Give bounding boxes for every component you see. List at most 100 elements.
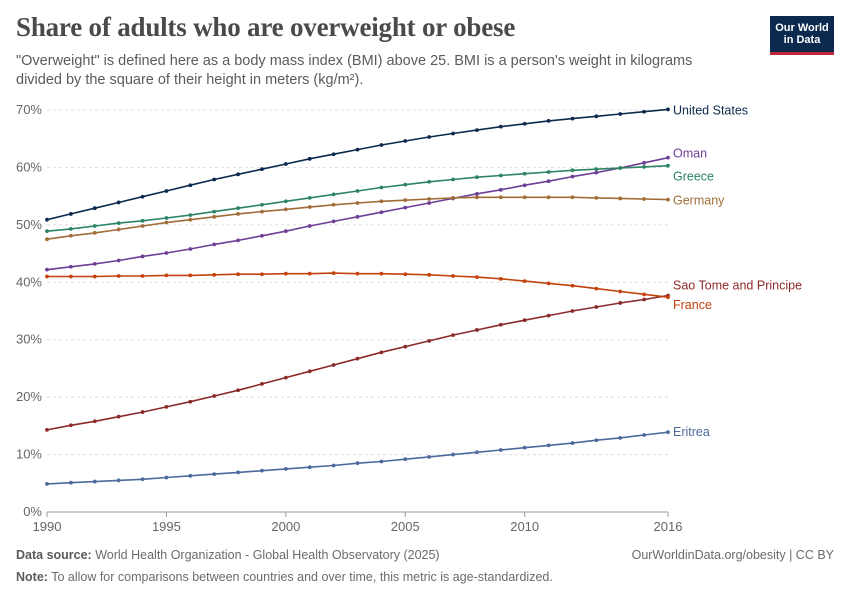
data-point: [379, 143, 384, 147]
data-point: [260, 202, 264, 207]
data-point: [331, 271, 336, 275]
data-point: [116, 227, 121, 232]
series-sao-tome-and-principe: Sao Tome and Principe: [45, 278, 802, 432]
data-point: [522, 279, 527, 284]
series-line: [46, 431, 669, 485]
data-point: [546, 443, 551, 448]
data-point: [594, 286, 599, 291]
data-point: [260, 233, 264, 238]
data-point: [236, 272, 240, 277]
data-point: [92, 262, 97, 266]
data-point: [522, 183, 527, 188]
data-point: [666, 163, 670, 168]
data-point: [45, 274, 49, 279]
data-point: [427, 272, 432, 277]
data-point: [307, 195, 312, 200]
data-point: [260, 209, 264, 214]
data-point: [68, 274, 73, 279]
data-point: [594, 195, 599, 200]
data-point: [68, 264, 73, 269]
data-point: [570, 168, 575, 173]
data-point: [331, 363, 336, 367]
data-point: [427, 338, 432, 343]
data-point: [666, 155, 670, 160]
data-point: [498, 448, 503, 452]
data-point: [236, 388, 240, 393]
data-point: [475, 195, 479, 200]
data-point: [116, 258, 121, 263]
data-point: [403, 272, 408, 277]
series-label: Germany: [673, 194, 725, 208]
logo-line-2: in Data: [783, 34, 821, 46]
data-point: [498, 195, 503, 200]
data-point: [164, 251, 169, 255]
license-link[interactable]: OurWorldinData.org/obesity | CC BY: [631, 548, 834, 562]
data-point: [164, 189, 169, 193]
data-point: [164, 220, 169, 225]
x-tick-label: 2005: [391, 519, 420, 534]
x-tick-label: 2010: [510, 519, 539, 534]
data-point: [618, 436, 623, 440]
data-point: [546, 195, 551, 200]
series-greece: Greece: [45, 163, 714, 234]
data-point: [236, 206, 240, 211]
data-point: [522, 171, 527, 176]
x-tick-label: 2000: [271, 519, 300, 534]
data-point: [355, 214, 360, 219]
data-point: [379, 199, 384, 204]
data-point: [475, 275, 479, 280]
data-point: [498, 124, 503, 129]
data-point: [188, 217, 193, 222]
data-point: [116, 414, 121, 419]
data-point: [331, 192, 336, 197]
data-point: [427, 179, 432, 184]
y-tick-label: 40%: [16, 274, 42, 289]
data-point: [594, 170, 599, 175]
data-point: [212, 242, 217, 247]
data-point: [451, 131, 455, 136]
data-point: [331, 463, 336, 468]
data-point: [427, 201, 432, 205]
series-oman: Oman: [45, 147, 707, 272]
data-point: [260, 272, 264, 277]
data-point: [45, 237, 49, 242]
data-point: [570, 116, 575, 121]
data-point: [403, 182, 408, 187]
data-point: [498, 187, 503, 192]
data-point: [475, 450, 479, 455]
data-point: [522, 195, 527, 200]
series-line: [46, 294, 669, 431]
data-point: [92, 224, 97, 228]
data-point: [427, 197, 432, 201]
data-point: [666, 295, 670, 300]
data-point: [68, 212, 73, 216]
data-point: [140, 477, 145, 482]
data-point: [379, 350, 384, 355]
data-point: [236, 172, 240, 177]
x-tick-label: 1995: [152, 519, 181, 534]
data-point: [236, 470, 240, 475]
data-point: [331, 202, 336, 207]
data-point: [283, 162, 288, 166]
data-point: [475, 328, 479, 332]
owid-logo[interactable]: Our World in Data: [770, 16, 834, 55]
note-text: To allow for comparisons between countri…: [51, 570, 553, 584]
data-point: [618, 112, 623, 116]
data-point: [522, 445, 527, 450]
data-point: [236, 212, 240, 216]
data-point: [188, 247, 193, 251]
data-point: [92, 419, 97, 424]
data-point: [116, 221, 121, 226]
data-point: [212, 394, 217, 398]
data-point: [642, 109, 647, 114]
data-point: [283, 207, 288, 212]
data-point: [45, 427, 49, 432]
data-point: [546, 179, 551, 184]
chart-title: Share of adults who are overweight or ob…: [16, 12, 516, 42]
data-point: [68, 233, 73, 238]
series-germany: Germany: [45, 194, 725, 242]
series-line: [47, 272, 669, 298]
y-tick-label: 60%: [16, 159, 42, 174]
data-source-link[interactable]: World Health Organization - Global Healt…: [95, 548, 440, 562]
y-tick-label: 50%: [16, 217, 42, 232]
